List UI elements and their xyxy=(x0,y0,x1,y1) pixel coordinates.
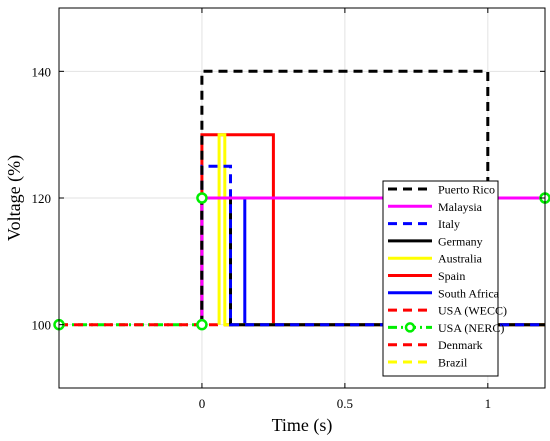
series-marker xyxy=(196,318,208,331)
y-tick-label: 100 xyxy=(32,318,52,333)
legend-label: USA (NERC) xyxy=(438,321,504,335)
x-axis-title: Time (s) xyxy=(272,415,333,436)
legend-label: Brazil xyxy=(438,356,468,370)
series-marker xyxy=(196,192,208,204)
ticks: 0 0.5 1 100 120 140 xyxy=(32,8,545,411)
legend-marker xyxy=(404,322,416,333)
legend-label: Australia xyxy=(438,252,483,266)
y-tick-label: 120 xyxy=(32,191,52,206)
legend-label: South Africa xyxy=(438,286,500,300)
legend-label: Malaysia xyxy=(438,200,483,214)
legend-box xyxy=(382,180,499,377)
legend-label: USA (WECC) xyxy=(438,304,507,318)
legend-label: Puerto Rico xyxy=(438,183,495,197)
legend: Puerto Rico Malaysia Italy Germany Australia… xyxy=(382,180,507,377)
legend-label: Spain xyxy=(438,269,465,283)
series-layer xyxy=(53,69,550,331)
legend-label: Denmark xyxy=(438,338,483,352)
y-axis-title: Voltage (%) xyxy=(4,155,25,241)
y-tick-label: 140 xyxy=(32,64,52,79)
legend-label: Italy xyxy=(438,217,460,231)
x-tick-label: 1 xyxy=(485,396,492,411)
legend-label: Germany xyxy=(438,234,483,248)
x-tick-label: 0.5 xyxy=(337,396,353,411)
x-tick-label: 0 xyxy=(199,396,206,411)
